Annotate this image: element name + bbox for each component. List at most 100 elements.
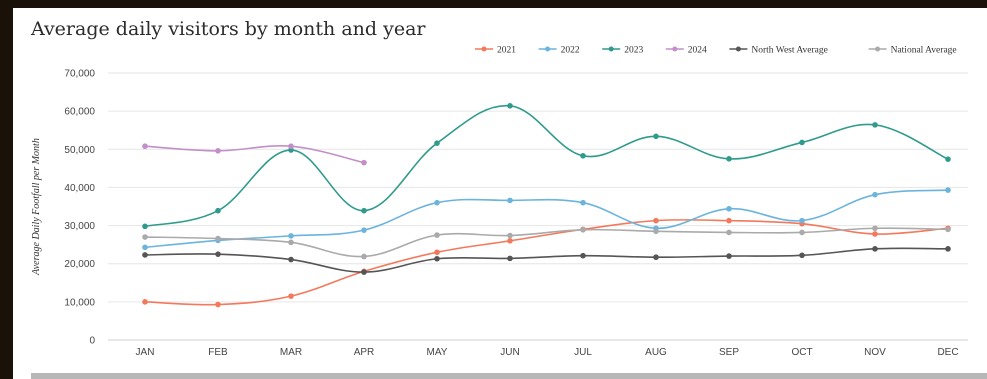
y-tick-label: 30,000 (64, 221, 95, 232)
y-tick-label: 20,000 (64, 259, 95, 270)
data-point[interactable] (507, 238, 513, 244)
data-point[interactable] (799, 229, 805, 236)
series-line (144, 145, 365, 164)
data-point[interactable] (434, 199, 440, 206)
y-tick-label: 70,000 (64, 69, 95, 80)
data-point[interactable] (288, 233, 294, 239)
x-tick-label: APR (354, 347, 375, 358)
data-point[interactable] (142, 143, 148, 150)
data-point[interactable] (361, 269, 367, 275)
legend-label: 2021 (497, 46, 516, 56)
data-point[interactable] (288, 239, 294, 246)
bottom-scrollbar (31, 373, 987, 379)
data-point[interactable] (288, 256, 294, 263)
data-point[interactable] (799, 139, 805, 146)
series-2021 (142, 217, 951, 308)
legend-item-2022[interactable]: 2022 (538, 46, 580, 56)
legend-swatch-dot (481, 46, 487, 52)
data-point[interactable] (653, 133, 659, 140)
x-tick-label: FEB (208, 347, 228, 358)
legend-label: 2022 (561, 46, 580, 56)
x-tick-label: MAR (280, 347, 302, 358)
data-point[interactable] (580, 199, 586, 206)
legend-item-2021[interactable]: 2021 (475, 46, 516, 56)
x-tick-label: JAN (136, 347, 155, 358)
data-point[interactable] (288, 143, 294, 150)
data-point[interactable] (653, 228, 659, 235)
data-point[interactable] (872, 246, 878, 252)
data-point[interactable] (434, 249, 440, 256)
data-point[interactable] (215, 301, 221, 308)
data-point[interactable] (215, 251, 221, 257)
data-point[interactable] (945, 156, 951, 163)
series-line (144, 227, 949, 258)
series-line (144, 247, 949, 273)
data-point[interactable] (361, 159, 367, 166)
chart-title: Average daily visitors by month and year (31, 18, 426, 40)
x-tick-label: OCT (791, 347, 812, 358)
data-point[interactable] (726, 253, 732, 259)
series-lines (142, 103, 951, 308)
data-point[interactable] (507, 255, 513, 262)
data-point[interactable] (361, 253, 367, 260)
legend-item-2024[interactable]: 2024 (665, 46, 707, 56)
data-point[interactable] (726, 156, 732, 162)
data-point[interactable] (580, 252, 586, 259)
data-point[interactable] (361, 227, 367, 233)
x-tick-label: AUG (645, 347, 667, 358)
data-point[interactable] (872, 191, 878, 198)
data-point[interactable] (872, 225, 878, 232)
data-point[interactable] (215, 148, 221, 154)
data-point[interactable] (434, 255, 440, 262)
data-point[interactable] (507, 232, 513, 239)
data-point[interactable] (726, 229, 732, 236)
y-tick-label: 50,000 (64, 145, 95, 156)
legend-item-national-average[interactable]: National Average (868, 46, 957, 56)
legend-swatch-dot (608, 46, 614, 52)
data-point[interactable] (945, 226, 951, 233)
data-point[interactable] (580, 152, 586, 159)
grid-lines (108, 72, 968, 341)
data-point[interactable] (580, 226, 586, 233)
series-line (144, 104, 949, 228)
x-tick-label: MAY (427, 347, 448, 358)
series-2023 (142, 103, 951, 230)
series-line (144, 218, 949, 306)
data-point[interactable] (142, 223, 148, 230)
legend-item-north-west-average[interactable]: North West Average (729, 46, 828, 56)
legend-label: 2024 (688, 46, 707, 56)
data-point[interactable] (434, 232, 440, 238)
data-point[interactable] (288, 293, 294, 299)
data-point[interactable] (726, 217, 732, 224)
data-point[interactable] (799, 252, 805, 259)
data-point[interactable] (945, 246, 951, 252)
data-point[interactable] (799, 217, 805, 224)
data-point[interactable] (142, 234, 148, 240)
y-tick-label: 60,000 (64, 107, 95, 118)
data-point[interactable] (872, 231, 878, 237)
data-point[interactable] (507, 103, 513, 109)
data-point[interactable] (872, 122, 878, 128)
x-tick-label: JUN (500, 347, 519, 358)
data-point[interactable] (215, 235, 221, 242)
data-point[interactable] (215, 207, 221, 214)
legend-item-2023[interactable]: 2023 (602, 46, 643, 56)
series-line (144, 189, 949, 249)
data-point[interactable] (945, 187, 951, 193)
data-point[interactable] (142, 252, 148, 258)
y-tick-label: 40,000 (64, 183, 95, 194)
data-point[interactable] (361, 207, 367, 214)
data-point[interactable] (142, 244, 148, 251)
data-point[interactable] (507, 197, 513, 204)
series-national-average (142, 225, 951, 260)
data-point[interactable] (653, 254, 659, 261)
series-2024 (142, 143, 367, 166)
legend: 2021 2022 2023 2024 North West Average Nation… (475, 46, 957, 56)
data-point[interactable] (142, 299, 148, 305)
data-point[interactable] (726, 205, 732, 212)
legend-label: National Average (891, 46, 957, 56)
data-point[interactable] (653, 217, 659, 224)
y-axis-label: Average Daily Footfall per Month (31, 138, 42, 276)
data-point[interactable] (434, 140, 440, 146)
x-tick-label: DEC (937, 347, 958, 358)
